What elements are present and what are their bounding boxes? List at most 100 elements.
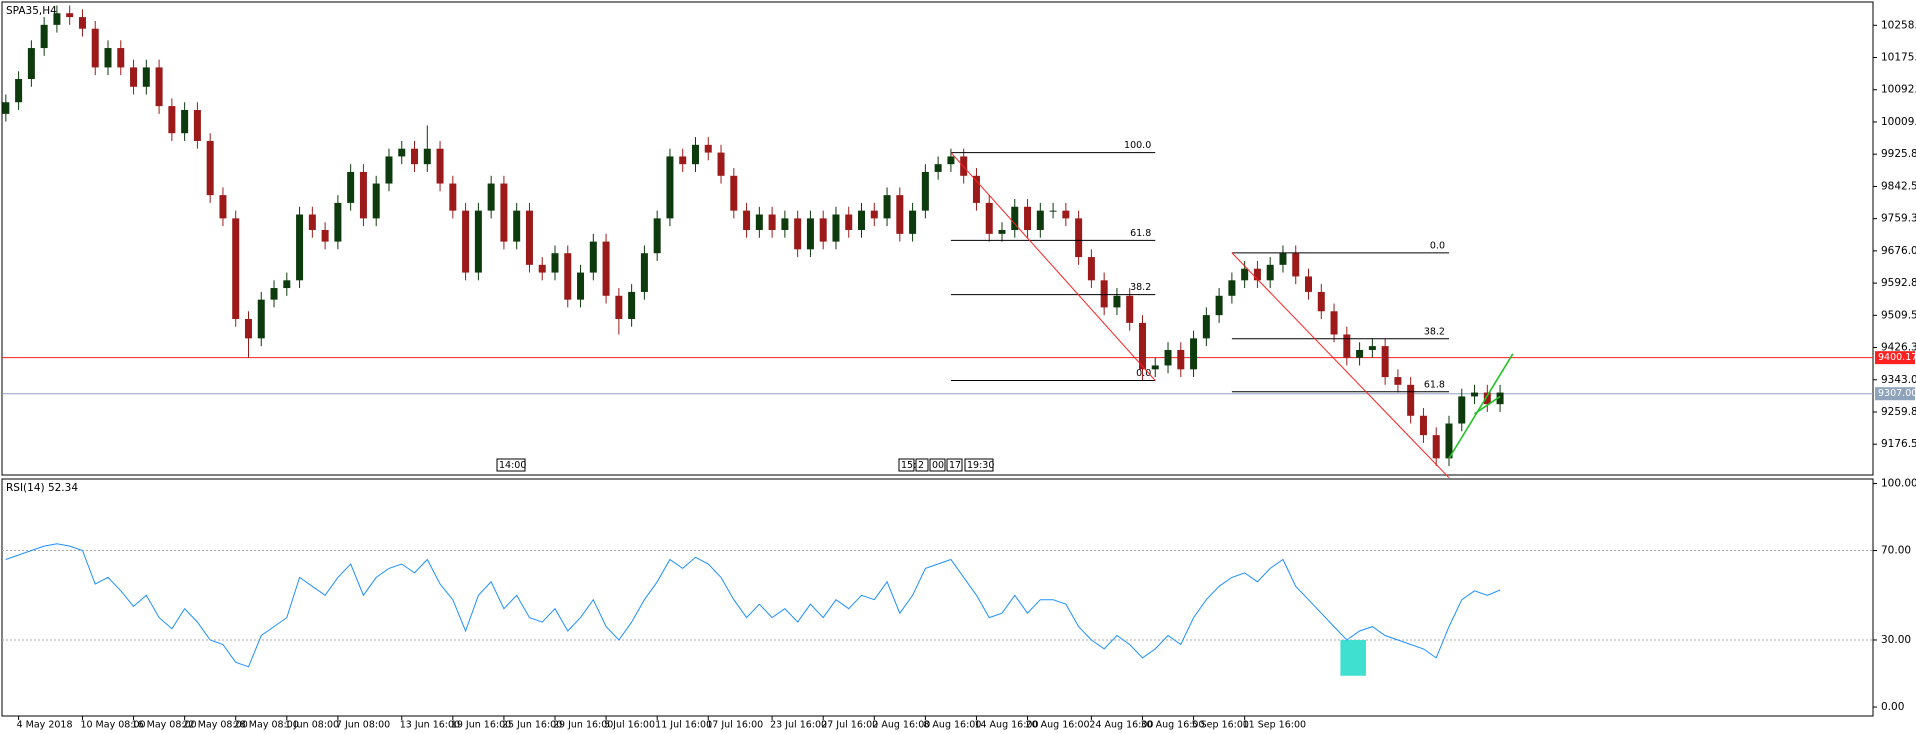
candle-body [1305, 276, 1313, 292]
candle-body [296, 214, 304, 281]
price-panel [1, 1, 1874, 476]
candle-body [717, 152, 725, 176]
candle-body [1062, 210, 1070, 219]
rsi-highlight [1340, 639, 1366, 676]
candle-body [1049, 210, 1057, 212]
trendline [1448, 353, 1514, 459]
candle-body [411, 148, 419, 165]
x-tick-label: 30 Aug 16:00 [1140, 720, 1204, 731]
candle-body [1356, 349, 1364, 358]
candle-body [244, 319, 252, 339]
candle-body [1036, 210, 1044, 230]
candle-body [398, 148, 406, 157]
candle-body [564, 253, 572, 300]
candle-body [653, 218, 661, 254]
candle-body [1113, 295, 1121, 308]
rsi-title: RSI(14) 52.34 [6, 482, 78, 494]
candle-body [500, 183, 508, 242]
candle-body [1279, 253, 1287, 265]
candle-body [1011, 206, 1019, 230]
fib-label: 0.0 [1136, 368, 1151, 379]
y-tick-label: 10009.05 [1881, 116, 1916, 128]
candle-body [474, 210, 482, 273]
time-marker: 2 [918, 460, 924, 471]
candle-body [934, 164, 942, 172]
candle-body [487, 183, 495, 211]
y-tick-label: 9592.80 [1881, 277, 1916, 289]
candle-body [1292, 253, 1300, 277]
candle-body [1330, 311, 1338, 335]
candle-body [1126, 295, 1134, 323]
candle-body [640, 253, 648, 292]
x-tick-label: 10 May 08:00 [80, 720, 145, 731]
candle-body [1228, 280, 1236, 296]
candle-body [117, 48, 125, 68]
candle-body [270, 288, 278, 300]
candle-body [985, 202, 993, 234]
trendline [1231, 252, 1450, 479]
candle-body [155, 67, 163, 107]
candle-body [896, 195, 904, 234]
candle-body [883, 195, 891, 219]
x-tick-label: 13 Jun 16:00 [400, 720, 460, 731]
candle-body [781, 218, 789, 230]
candle-body [1164, 349, 1172, 366]
y-tick-label: 100.00 [1881, 477, 1916, 489]
fib-label: 0.0 [1430, 240, 1445, 251]
candle-body [104, 48, 112, 68]
candle-body [691, 144, 699, 165]
candle-body [40, 24, 48, 49]
time-marker-box [964, 458, 994, 472]
chart-title: SPA35,H4 [6, 5, 57, 17]
candle-body [755, 214, 763, 230]
candle-body [704, 144, 712, 153]
candle-body [257, 299, 265, 339]
candle-body [2, 102, 10, 114]
candle-body [1317, 291, 1325, 312]
candle-body [1151, 365, 1159, 370]
time-marker-box [929, 458, 946, 472]
x-tick-label: 19 Jun 16:00 [451, 720, 511, 731]
x-tick-label: 20 Aug 16:00 [1026, 720, 1090, 731]
candle-body [181, 109, 189, 134]
y-tick-label: 9842.55 [1881, 180, 1916, 192]
trendline [950, 152, 1156, 381]
x-tick-label: 11 Sep 16:00 [1243, 720, 1306, 731]
y-tick-label: 9759.30 [1881, 213, 1916, 225]
candle-body [1458, 396, 1466, 424]
price-label-box [1875, 387, 1915, 401]
x-tick-label: 24 Aug 16:00 [1089, 720, 1153, 731]
candle-body [1202, 315, 1210, 339]
rsi-line [5, 543, 1501, 668]
candle-body [232, 218, 240, 320]
candle-body [1075, 218, 1083, 258]
candle-body [1381, 346, 1389, 378]
candle-body [551, 253, 559, 273]
candle-body [730, 175, 738, 211]
candle-body [206, 140, 214, 196]
candle-body [283, 280, 291, 289]
candle-body [1343, 334, 1351, 358]
candle-body [78, 17, 86, 29]
candle-body [870, 210, 878, 219]
candle-body [27, 48, 35, 80]
candle-body [334, 202, 342, 242]
rsi-panel [1, 478, 1874, 717]
candle-body [1177, 349, 1185, 370]
x-tick-label: 23 Jul 16:00 [770, 720, 827, 731]
candle-body [462, 210, 470, 273]
candle-body [589, 241, 597, 273]
candle-body [219, 195, 227, 219]
candle-body [602, 241, 610, 296]
x-tick-label: 22 May 08:00 [183, 720, 248, 731]
candle-body [1445, 423, 1453, 459]
candle-body [142, 67, 150, 87]
candle-body [1368, 346, 1376, 350]
y-tick-label: 10258.80 [1881, 19, 1916, 31]
x-tick-label: 28 May 08:00 [234, 720, 299, 731]
candle-body [819, 218, 827, 242]
candle-body [66, 13, 74, 18]
candle-body [909, 210, 917, 234]
time-marker-box [898, 458, 915, 472]
